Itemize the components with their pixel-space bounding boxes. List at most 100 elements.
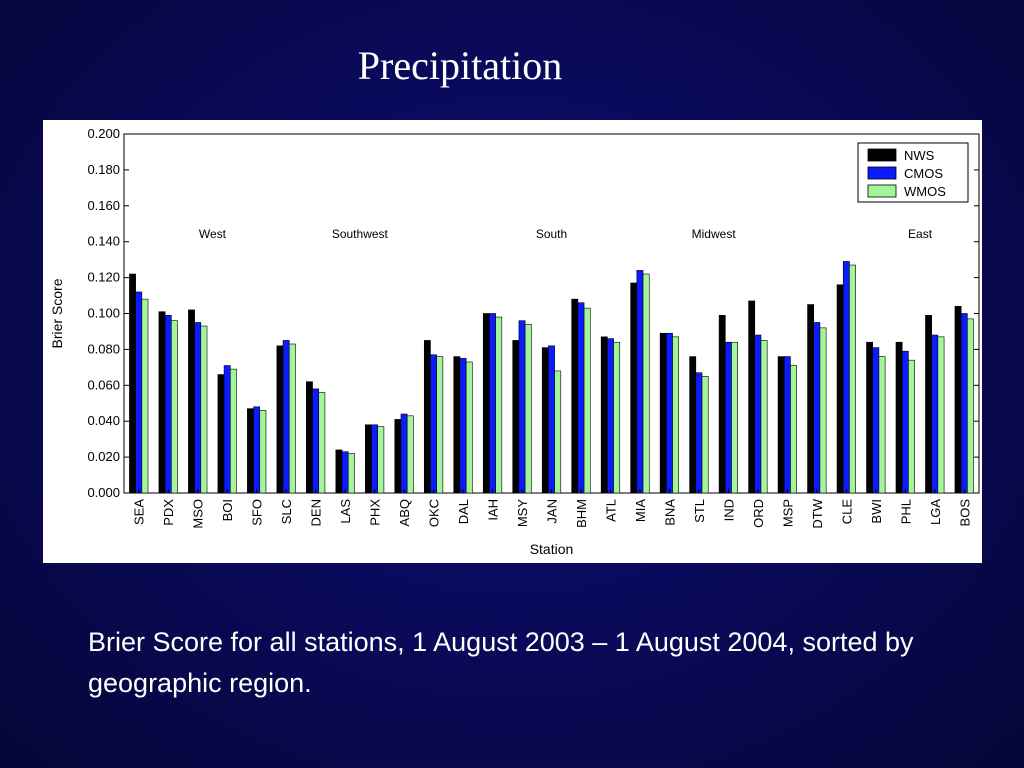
y-tick-label: 0.060 — [87, 377, 120, 392]
bar-nws-bhm — [571, 298, 579, 494]
bar-nws-lga — [925, 314, 932, 494]
legend-swatch-nws — [867, 148, 897, 162]
slide-title: Precipitation — [357, 43, 563, 88]
x-tick-label: SFO — [250, 499, 265, 526]
bar-cmos-jan — [548, 345, 555, 494]
x-tick-label: DAL — [456, 499, 471, 524]
bar-cmos-sfo — [253, 406, 261, 494]
y-tick-label: 0.140 — [87, 234, 120, 249]
bar-wmos-msp — [790, 365, 797, 494]
legend-label-cmos: CMOS — [904, 166, 943, 181]
region-label: South — [536, 227, 567, 241]
y-axis-label: Brier Score — [49, 278, 65, 348]
y-tick-label: 0.000 — [87, 485, 120, 500]
bar-wmos-abq — [406, 415, 414, 494]
bar-cmos-mia — [636, 270, 644, 494]
y-tick-label: 0.080 — [87, 341, 120, 356]
bar-nws-sea — [129, 273, 136, 494]
x-tick-label: JAN — [545, 499, 560, 524]
region-label: East — [908, 227, 933, 241]
bar-cmos-mso — [194, 322, 202, 494]
bar-wmos-atl — [613, 341, 621, 494]
x-tick-label: MSP — [780, 499, 795, 527]
legend-label-wmos: WMOS — [904, 184, 946, 199]
x-tick-label: PHL — [898, 499, 913, 524]
bar-wmos-boi — [229, 368, 237, 494]
bar-nws-sfo — [247, 408, 254, 494]
bar-wmos-dal — [465, 361, 473, 494]
bar-cmos-boi — [223, 365, 231, 494]
bar-cmos-den — [312, 388, 320, 494]
bar-cmos-msy — [518, 320, 526, 494]
x-tick-label: DTW — [810, 498, 825, 528]
bar-chart: 0.000 0.020 0.040 0.060 0.080 0.100 0.120 0.140… — [49, 126, 980, 557]
bar-wmos-sfo — [259, 410, 267, 494]
bar-nws-stl — [689, 356, 697, 494]
bar-cmos-phx — [371, 424, 379, 494]
x-tick-label: MSO — [191, 499, 206, 529]
bar-cmos-msp — [783, 356, 791, 494]
bar-wmos-msy — [524, 323, 532, 494]
bar-wmos-jan — [554, 370, 562, 494]
x-tick-label: BOS — [957, 499, 972, 527]
bar-cmos-abq — [400, 413, 408, 494]
bar-nws-mso — [188, 309, 195, 494]
bar-wmos-phl — [908, 359, 915, 494]
bar-cmos-ord — [754, 334, 762, 494]
bar-wmos-cle — [849, 264, 856, 494]
bar-nws-jan — [541, 347, 549, 494]
bar-wmos-mso — [200, 325, 208, 494]
bar-cmos-okc — [430, 354, 437, 494]
bar-wmos-iah — [495, 316, 503, 494]
bar-nws-ind — [718, 314, 726, 494]
bar-cmos-cle — [842, 261, 850, 494]
bar-nws-msp — [777, 356, 785, 494]
bar-wmos-mia — [642, 273, 650, 494]
x-tick-label: MSY — [515, 499, 530, 528]
bar-nws-bna — [659, 332, 667, 494]
x-tick-label: BWI — [869, 499, 884, 524]
x-tick-label: OKC — [427, 499, 442, 527]
x-tick-label: IAH — [486, 499, 501, 521]
bar-cmos-pdx — [164, 314, 172, 494]
y-tick-label: 0.040 — [87, 413, 120, 428]
x-tick-label: BHM — [574, 499, 589, 528]
x-tick-label: ORD — [751, 499, 766, 528]
x-tick-label: CLE — [839, 499, 854, 525]
bar-nws-okc — [423, 340, 431, 494]
bar-cmos-slc — [282, 340, 290, 494]
bar-wmos-dtw — [819, 327, 827, 494]
bar-nws-bos — [954, 306, 962, 494]
bar-nws-slc — [276, 345, 284, 494]
x-tick-label: ABQ — [397, 499, 412, 526]
x-tick-label: DEN — [309, 499, 324, 526]
bar-nws-atl — [600, 336, 608, 494]
bar-cmos-iah — [489, 313, 496, 494]
bar-cmos-bos — [960, 313, 968, 494]
x-tick-label: SLC — [279, 499, 294, 524]
bar-cmos-dtw — [813, 322, 821, 494]
region-label: Midwest — [692, 227, 737, 241]
bar-nws-las — [335, 449, 343, 494]
x-tick-label: MIA — [633, 499, 648, 522]
bar-nws-phx — [365, 424, 372, 494]
bar-nws-phl — [895, 341, 903, 494]
bar-wmos-bna — [672, 336, 680, 494]
bar-wmos-bwi — [878, 356, 886, 494]
x-tick-label: SEA — [132, 499, 147, 525]
bar-wmos-den — [318, 392, 326, 494]
x-axis-label: Station — [530, 541, 574, 557]
bar-cmos-ind — [724, 341, 732, 494]
bar-nws-dtw — [807, 304, 815, 494]
bar-wmos-bos — [967, 318, 974, 494]
y-tick-label: 0.160 — [87, 198, 120, 213]
region-label: Southwest — [332, 227, 389, 241]
bar-nws-iah — [482, 313, 490, 494]
bar-cmos-las — [341, 451, 349, 494]
bar-wmos-okc — [436, 356, 444, 494]
bar-wmos-las — [347, 453, 355, 494]
bar-cmos-stl — [695, 372, 703, 494]
legend-label-nws: NWS — [904, 148, 935, 163]
y-tick-label: 0.180 — [87, 162, 120, 177]
bar-nws-abq — [394, 419, 402, 494]
